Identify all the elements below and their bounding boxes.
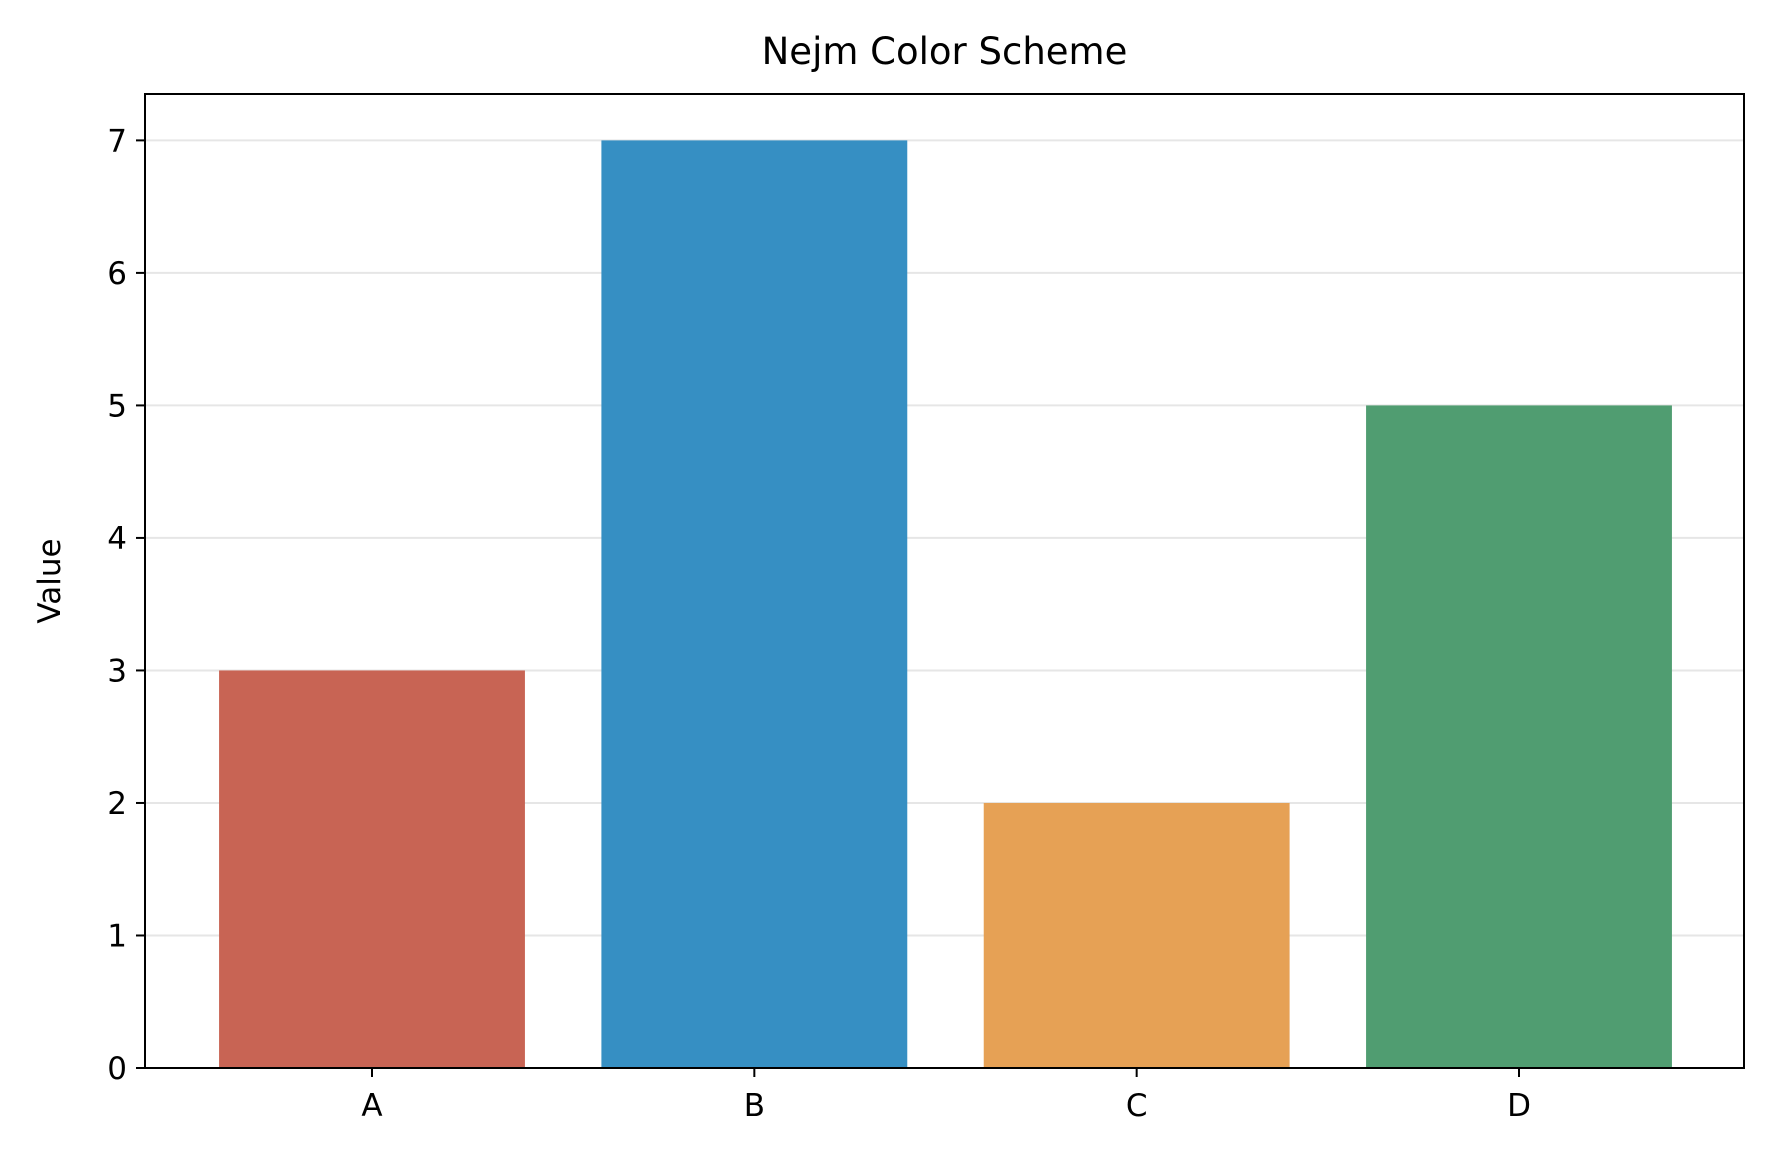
y-axis-label: Value [32,538,68,623]
chart-title: Nejm Color Scheme [762,30,1128,73]
plot-frame [144,93,1745,1069]
y-tick-label: 6 [107,256,127,292]
y-tick-label: 0 [107,1051,127,1087]
y-tick-label: 2 [107,786,127,822]
y-tick-label: 5 [107,388,127,424]
x-tick-label: C [1126,1088,1148,1124]
y-tick-label: 3 [107,653,127,689]
y-tick-label: 7 [107,123,127,159]
bar-a [219,670,525,1068]
bar-d [1366,405,1672,1068]
bar-c [983,802,1290,1068]
x-axis-ticks: A B C D [361,1068,1531,1124]
x-tick-label: B [744,1088,765,1124]
y-tick-label: 1 [107,918,127,954]
y-axis-ticks: 0 1 2 3 4 5 6 7 [107,123,145,1087]
bar-b [601,140,908,1068]
x-tick-label: A [361,1088,382,1124]
x-tick-label: D [1507,1088,1531,1124]
bars [219,140,1672,1068]
y-tick-label: 4 [107,521,127,557]
